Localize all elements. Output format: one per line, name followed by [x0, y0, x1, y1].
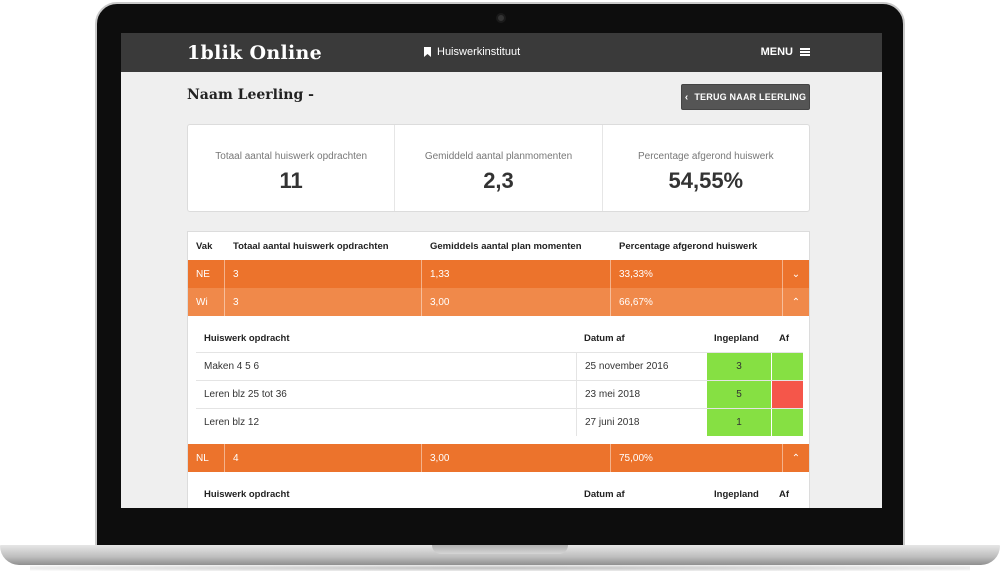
assignment-date: 25 november 2016: [576, 353, 706, 380]
summary-label: Gemiddeld aantal planmomenten: [424, 151, 573, 162]
back-to-student-button[interactable]: ‹ TERUG NAAR LEERLING: [681, 84, 810, 110]
summary-label: Totaal aantal huiswerk opdrachten: [215, 151, 368, 162]
summary-total: Totaal aantal huiswerk opdrachten 11: [188, 125, 396, 211]
laptop-notch: [432, 545, 568, 554]
back-button-label: TERUG NAAR LEERLING: [694, 92, 807, 102]
assignment-planned: 5: [706, 381, 771, 408]
chevron-up-icon[interactable]: ⌃: [791, 452, 801, 464]
chevron-left-icon: ‹: [684, 91, 689, 103]
bookmark-icon: [424, 47, 431, 57]
table-header-row: Vak Totaal aantal huiswerk opdrachten Ge…: [188, 232, 809, 260]
assignment-planned: 3: [706, 353, 771, 380]
assignment-done-status: [771, 409, 803, 436]
assignment-name: Maken 4 5 6: [204, 361, 260, 372]
subject-row-nl[interactable]: NL 4 3,00 75,00% ⌃: [188, 444, 809, 472]
header-assignment: Huiswerk opdracht: [204, 332, 290, 344]
assignment-date: 23 mei 2018: [576, 381, 706, 408]
homework-table: Vak Totaal aantal huiswerk opdrachten Ge…: [187, 231, 810, 508]
subject-code: NE: [188, 260, 225, 288]
header-assignment: Huiswerk opdracht: [204, 488, 290, 500]
section-link[interactable]: Huiswerkinstituut: [424, 46, 520, 58]
menu-button[interactable]: MENU: [761, 46, 810, 58]
summary-panel: Totaal aantal huiswerk opdrachten 11 Gem…: [187, 124, 810, 212]
summary-label: Percentage afgerond huiswerk: [638, 151, 774, 162]
chevron-up-icon[interactable]: ⌃: [791, 296, 801, 308]
subject-average: 3,00: [422, 444, 611, 472]
subject-percentage: 66,67%: [611, 288, 783, 316]
header-date: Datum af: [584, 332, 625, 344]
assignment-row: Leren blz 12 27 juni 2018 1: [196, 408, 803, 436]
assignment-done-status: [771, 381, 803, 408]
header-done: Af: [779, 332, 790, 344]
header-planned: Ingepland: [714, 488, 759, 500]
header-done: Af: [779, 488, 790, 500]
summary-percentage: Percentage afgerond huiswerk 54,55%: [603, 125, 809, 211]
section-label: Huiswerkinstituut: [437, 46, 521, 58]
header-percentage: Percentage afgerond huiswerk: [619, 240, 758, 252]
menu-label: MENU: [760, 46, 793, 58]
top-navigation-bar: 1blik Online Huiswerkinstituut MENU: [121, 33, 882, 72]
subject-code: NL: [188, 444, 225, 472]
logo[interactable]: 1blik Online: [187, 42, 323, 64]
subject-percentage: 33,33%: [611, 260, 783, 288]
screen: 1blik Online Huiswerkinstituut MENU Naam…: [121, 33, 882, 508]
subject-row-ne[interactable]: NE 3 1,33 33,33% ⌄: [188, 260, 809, 288]
hamburger-icon: [800, 48, 810, 56]
chevron-down-icon[interactable]: ⌄: [791, 268, 801, 280]
subject-row-wi[interactable]: Wi 3 3,00 66,67% ⌃: [188, 288, 809, 316]
summary-value: 2,3: [483, 168, 514, 193]
header-date: Datum af: [584, 488, 625, 500]
summary-value: 11: [279, 168, 303, 193]
subject-code: Wi: [188, 288, 225, 316]
subject-total: 3: [225, 288, 422, 316]
camera-icon: [496, 13, 506, 23]
assignment-done-status: [771, 353, 803, 380]
assignment-row: Maken 4 5 6 25 november 2016 3: [196, 352, 803, 380]
subject-total: 4: [225, 444, 422, 472]
assignment-planned: 1: [706, 409, 771, 436]
header-planned: Ingepland: [714, 332, 759, 344]
summary-value: 54,55%: [668, 168, 744, 193]
page-title: Naam Leerling -: [187, 87, 314, 103]
assignment-header-row: Huiswerk opdracht Datum af Ingepland Af: [196, 324, 803, 352]
header-average: Gemiddels aantal plan momenten: [430, 240, 582, 252]
subject-average: 3,00: [422, 288, 611, 316]
assignment-row: Leren blz 25 tot 36 23 mei 2018 5: [196, 380, 803, 408]
assignment-name: Leren blz 12: [204, 417, 260, 428]
assignment-date: 27 juni 2018: [576, 409, 706, 436]
header-total: Totaal aantal huiswerk opdrachten: [233, 240, 389, 252]
header-vak: Vak: [196, 240, 213, 252]
laptop-shadow: [30, 565, 970, 571]
laptop-base: [0, 545, 1000, 565]
assignment-header-row: Huiswerk opdracht Datum af Ingepland Af: [196, 480, 803, 508]
subject-average: 1,33: [422, 260, 611, 288]
subject-percentage: 75,00%: [611, 444, 783, 472]
subject-total: 3: [225, 260, 422, 288]
assignment-name: Leren blz 25 tot 36: [204, 389, 287, 400]
summary-average: Gemiddeld aantal planmomenten 2,3: [395, 125, 603, 211]
